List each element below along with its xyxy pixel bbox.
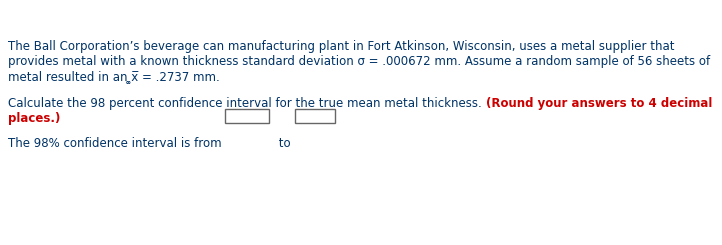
Text: metal resulted in an ͚x̅ = .2737 mm.: metal resulted in an ͚x̅ = .2737 mm. (8, 70, 219, 83)
Text: The 98% confidence interval is from: The 98% confidence interval is from (8, 137, 222, 150)
Text: places.): places.) (8, 112, 61, 125)
Bar (295, 109, 335, 123)
Text: Calculate the 98 percent confidence interval for the true mean metal thickness.: Calculate the 98 percent confidence inte… (8, 97, 485, 110)
Text: The Ball Corporation’s beverage can manufacturing plant in Fort Atkinson, Wiscon: The Ball Corporation’s beverage can manu… (8, 40, 674, 53)
Text: provides metal with a known thickness standard deviation σ = .000672 mm. Assume : provides metal with a known thickness st… (8, 55, 710, 68)
Bar (225, 109, 269, 123)
Text: (Round your answers to 4 decimal: (Round your answers to 4 decimal (485, 97, 712, 110)
Text: to: to (275, 137, 295, 150)
